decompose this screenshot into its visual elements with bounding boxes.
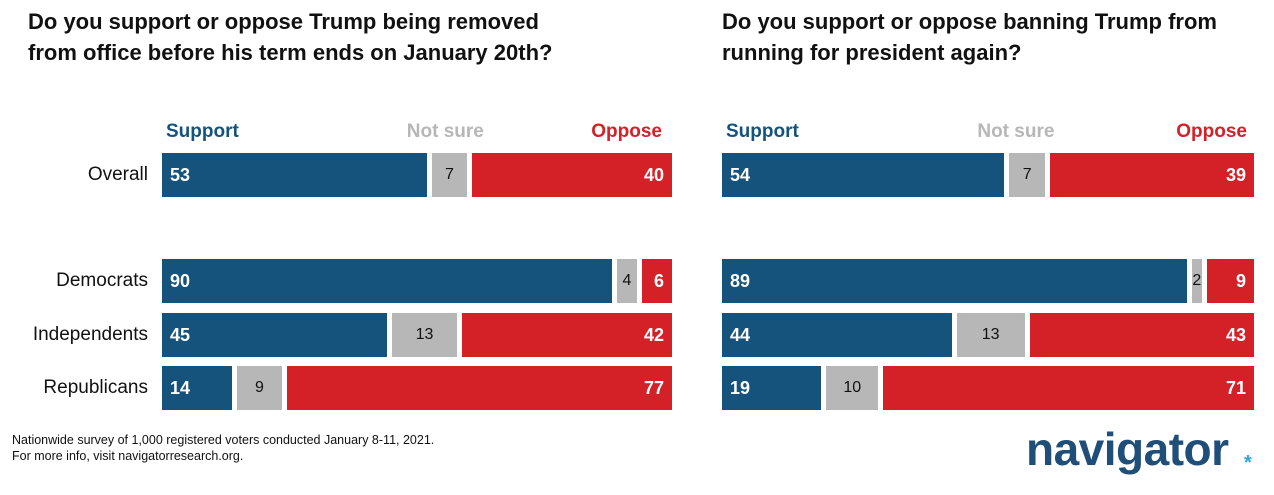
row-label-independents: Independents [32,324,148,345]
bar-not-sure-overall [1008,153,1046,197]
bar-oppose-democrats [1207,259,1254,303]
bar-support-independents [162,313,387,357]
bar-oppose-democrats [642,259,672,303]
legend-not-sure: Not sure [977,121,1055,142]
data-label-not-sure-democrats: 4 [622,272,632,289]
navigator-logo: navigator [1026,423,1229,475]
data-label-support-independents: 44 [730,325,751,345]
bar-oppose-independents [1029,313,1254,357]
logo-star-icon: * [1244,452,1252,474]
data-label-not-sure-democrats: 2 [1192,272,1202,289]
chart-panel-removal: Do you support or oppose Trump being rem… [28,0,678,420]
data-label-support-republicans: 19 [730,378,751,398]
bar-support-republicans [722,366,822,410]
data-label-not-sure-independents: 13 [981,326,1000,343]
data-label-oppose-overall: 40 [643,165,664,185]
footnote: Nationwide survey of 1,000 registered vo… [12,432,434,464]
bar-support-democrats [722,259,1187,303]
bar-not-sure-republicans [237,366,282,410]
data-label-not-sure-independents: 13 [415,326,434,343]
bar-not-sure-republicans [826,366,879,410]
legend-oppose: Oppose [591,121,662,142]
bar-support-democrats [162,259,612,303]
data-label-not-sure-overall: 7 [445,166,454,183]
bar-oppose-overall [1050,153,1254,197]
bar-not-sure-overall [432,153,467,197]
footnote-line-more-info: For more info, visit navigatorresearch.o… [12,449,244,463]
chart-panel-ban: Do you support or oppose banning Trump f… [722,0,1262,420]
bar-not-sure-independents [392,313,457,357]
legend-oppose: Oppose [1176,121,1247,142]
data-label-oppose-independents: 42 [643,325,664,345]
row-label-republicans: Republicans [43,377,148,398]
data-label-oppose-independents: 43 [1225,325,1246,345]
chart-title: Do you support or oppose banning Trump f… [722,9,1217,65]
data-label-not-sure-republicans: 10 [843,379,862,396]
data-label-not-sure-republicans: 9 [255,379,264,396]
bar-support-independents [722,313,952,357]
data-label-support-democrats: 89 [730,271,751,291]
data-label-oppose-democrats: 9 [1235,271,1246,291]
legend-not-sure: Not sure [406,121,484,142]
data-label-support-overall: 53 [170,165,191,185]
bar-support-overall [722,153,1004,197]
data-label-oppose-overall: 39 [1225,165,1246,185]
chart-title: Do you support or oppose Trump being rem… [28,9,553,65]
bar-not-sure-independents [956,313,1025,357]
row-label-overall: Overall [87,164,148,185]
data-label-not-sure-overall: 7 [1022,166,1032,183]
bar-support-republicans [162,366,232,410]
bar-not-sure-democrats [617,259,637,303]
data-label-support-independents: 45 [170,325,191,345]
data-label-oppose-republicans: 77 [643,378,664,398]
legend-support: Support [166,121,239,142]
data-label-oppose-republicans: 71 [1225,378,1246,398]
bar-not-sure-democrats [1191,259,1203,303]
bar-oppose-republicans [287,366,672,410]
legend-support: Support [726,121,799,142]
data-label-support-republicans: 14 [170,378,191,398]
bar-oppose-republicans [883,366,1254,410]
data-label-support-overall: 54 [730,165,751,185]
bar-support-overall [162,153,427,197]
data-label-support-democrats: 90 [170,271,191,291]
bar-oppose-overall [472,153,672,197]
data-label-oppose-democrats: 6 [653,271,664,291]
row-label-democrats: Democrats [56,270,148,291]
bar-oppose-independents [462,313,672,357]
footnote-line-survey: Nationwide survey of 1,000 registered vo… [12,433,435,447]
